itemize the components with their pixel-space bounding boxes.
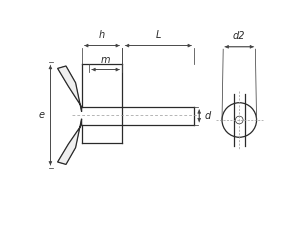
Text: L: L xyxy=(156,30,161,40)
Text: h: h xyxy=(99,30,105,40)
Text: e: e xyxy=(38,110,44,120)
Text: m: m xyxy=(101,55,110,65)
Polygon shape xyxy=(58,66,82,112)
Text: d2: d2 xyxy=(233,31,245,41)
Text: d: d xyxy=(205,111,211,121)
Polygon shape xyxy=(58,119,82,164)
